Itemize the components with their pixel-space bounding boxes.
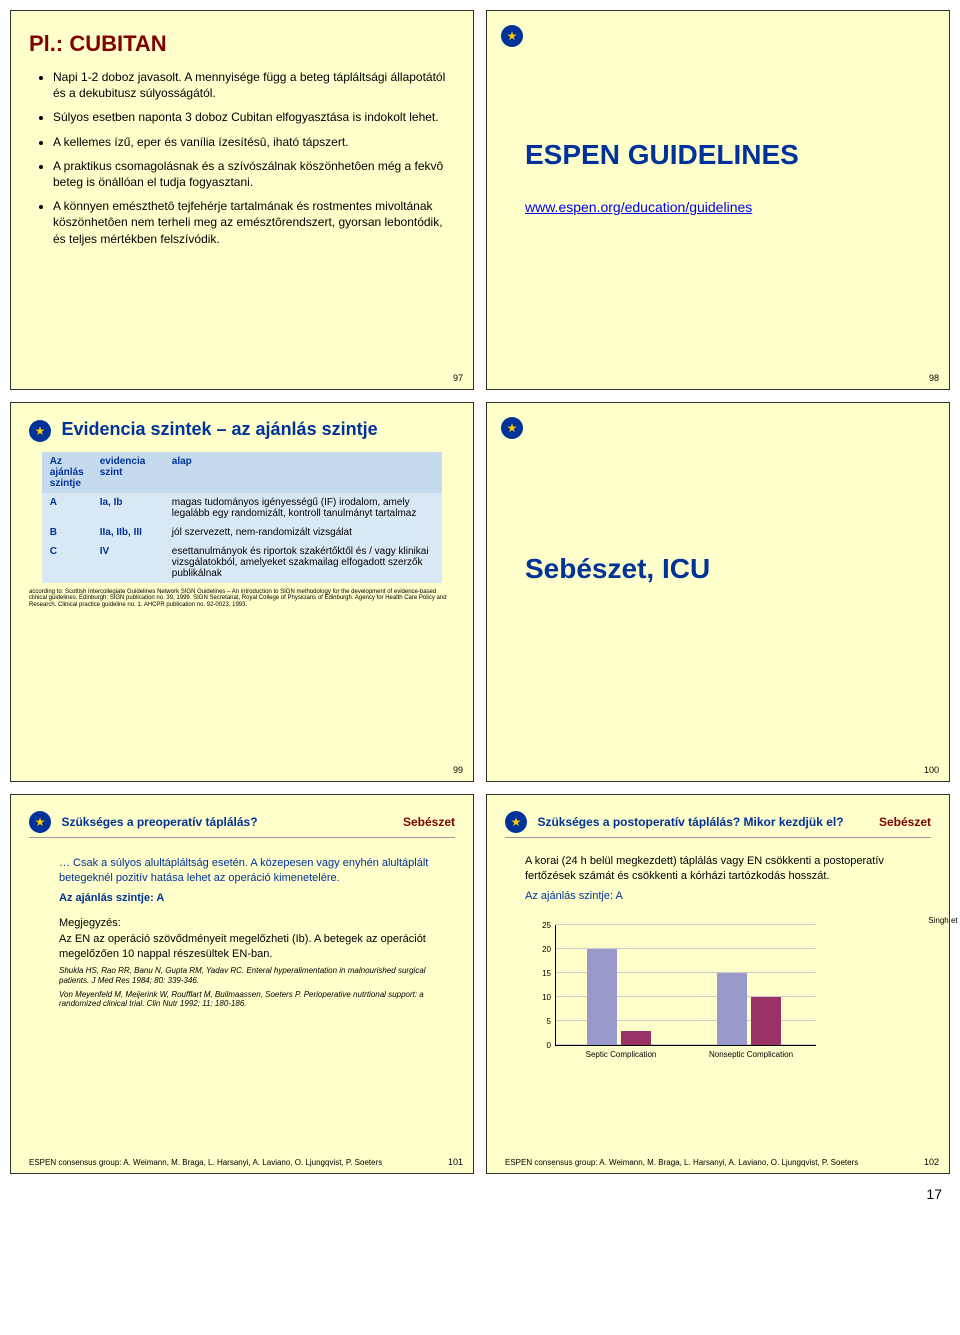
bar — [751, 997, 781, 1045]
recommendation-level: Az ajánlás szintje: A — [59, 891, 445, 906]
eu-stars-icon — [501, 25, 523, 47]
footer-reference: ESPEN consensus group: A. Weimann, M. Br… — [505, 1158, 858, 1167]
slide-number: 99 — [453, 765, 463, 775]
chart-source: Singh et al. J. Am. Coll. surg. 1998 — [928, 916, 960, 925]
cell: magas tudományos igényességű (IF) irodal… — [164, 493, 442, 523]
slide-98: ESPEN GUIDELINES www.espen.org/education… — [486, 10, 950, 390]
recommendation-level: Az ajánlás szintje: A — [525, 889, 921, 904]
note-label: Megjegyzés: — [59, 916, 445, 931]
y-tick-label: 25 — [531, 921, 551, 930]
question: Szükséges a postoperatív táplálás? Mikor… — [537, 815, 843, 829]
evidence-table: Az ajánlás szintje evidencia szint alap … — [42, 452, 442, 583]
cell: IV — [92, 542, 164, 583]
category-tag: Sebészet — [879, 815, 931, 829]
x-tick-label: Nonseptic Complication — [709, 1050, 793, 1059]
table-row: A Ia, Ib magas tudományos igényességű (I… — [42, 493, 442, 523]
table-row: B IIa, IIb, III jól szervezett, nem-rand… — [42, 523, 442, 542]
slide-101: Szükséges a preoperatív táplálás? Sebész… — [10, 794, 474, 1174]
bullet: A könnyen emészthetô tejfehérje tartalmá… — [53, 198, 455, 247]
bullet: A kellemes ízű, eper és vanília ízesítés… — [53, 134, 455, 150]
header-bar: Szükséges a preoperatív táplálás? Sebész… — [29, 811, 455, 838]
slide-grid: Pl.: CUBITAN Napi 1-2 doboz javasolt. A … — [10, 10, 950, 1174]
y-tick-label: 5 — [531, 1017, 551, 1026]
eu-stars-icon — [29, 811, 51, 833]
eu-stars-icon — [501, 417, 523, 439]
cell: esettanulmányok és riportok szakértőktől… — [164, 542, 442, 583]
bar — [621, 1031, 651, 1045]
cell: Ia, Ib — [92, 493, 164, 523]
slide-97: Pl.: CUBITAN Napi 1-2 doboz javasolt. A … — [10, 10, 474, 390]
slide-102: Szükséges a postoperatív táplálás? Mikor… — [486, 794, 950, 1174]
y-tick-label: 0 — [531, 1041, 551, 1050]
page-number: 17 — [10, 1186, 950, 1202]
footer-reference: ESPEN consensus group: A. Weimann, M. Br… — [29, 1158, 382, 1167]
y-tick-label: 10 — [531, 993, 551, 1002]
question: Szükséges a preoperatív táplálás? — [61, 815, 257, 829]
cell: A — [42, 493, 92, 523]
bullet: Súlyos esetben naponta 3 doboz Cubitan e… — [53, 109, 455, 125]
eu-stars-icon — [505, 811, 527, 833]
intro-text: A korai (24 h belül megkezdett) táplálás… — [525, 854, 921, 885]
bar — [717, 973, 747, 1045]
slide-number: 97 — [453, 373, 463, 383]
slide-title: Sebészet, ICU — [525, 553, 931, 585]
body-text: … Csak a súlyos alultápláltság esetén. A… — [59, 856, 445, 887]
category-tag: Sebészet — [403, 815, 455, 829]
reference: Shukla HS, Rao RR, Banu N, Gupta RM, Yad… — [59, 966, 445, 985]
slide-number: 100 — [924, 765, 939, 775]
bar — [587, 949, 617, 1045]
slide-100: Sebészet, ICU 100 — [486, 402, 950, 782]
col-header: alap — [164, 452, 442, 493]
slide-title: ESPEN GUIDELINES — [525, 139, 931, 171]
slide-number: 102 — [924, 1157, 939, 1167]
x-tick-label: Septic Complication — [586, 1050, 657, 1059]
bullet-list: Napi 1-2 doboz javasolt. A mennyisége fü… — [29, 69, 455, 247]
citation-note: according to: Scottish Intercollegiate G… — [29, 589, 455, 609]
cell: IIa, IIb, III — [92, 523, 164, 542]
eu-stars-icon — [29, 420, 51, 442]
cell: jól szervezett, nem-randomizált vizsgála… — [164, 523, 442, 542]
note-body: Az EN az operáció szövődményeit megelőzh… — [59, 932, 445, 963]
y-tick-label: 20 — [531, 945, 551, 954]
slide-99: Evidencia szintek – az ajánlás szintje A… — [10, 402, 474, 782]
bullet: Napi 1-2 doboz javasolt. A mennyisége fü… — [53, 69, 455, 101]
slide-number: 101 — [448, 1157, 463, 1167]
slide-number: 98 — [929, 373, 939, 383]
cell: C — [42, 542, 92, 583]
table-row: C IV esettanulmányok és riportok szakért… — [42, 542, 442, 583]
bullet: A praktikus csomagolásnak és a szívószál… — [53, 158, 455, 190]
col-header: evidencia szint — [92, 452, 164, 493]
table-header-row: Az ajánlás szintje evidencia szint alap — [42, 452, 442, 493]
y-tick-label: 15 — [531, 969, 551, 978]
slide-title: Evidencia szintek – az ajánlás szintje — [61, 419, 377, 439]
reference: Von Meyenfeld M, Meijerink W, Roufflart … — [59, 990, 445, 1009]
bar-chart: Septic Complication Nonseptic Complicatio… — [555, 912, 921, 1062]
col-header: Az ajánlás szintje — [42, 452, 92, 493]
cell: B — [42, 523, 92, 542]
slide-title: Pl.: CUBITAN — [29, 31, 455, 57]
espen-link[interactable]: www.espen.org/education/guidelines — [525, 199, 931, 215]
header-bar: Szükséges a postoperatív táplálás? Mikor… — [505, 811, 931, 838]
